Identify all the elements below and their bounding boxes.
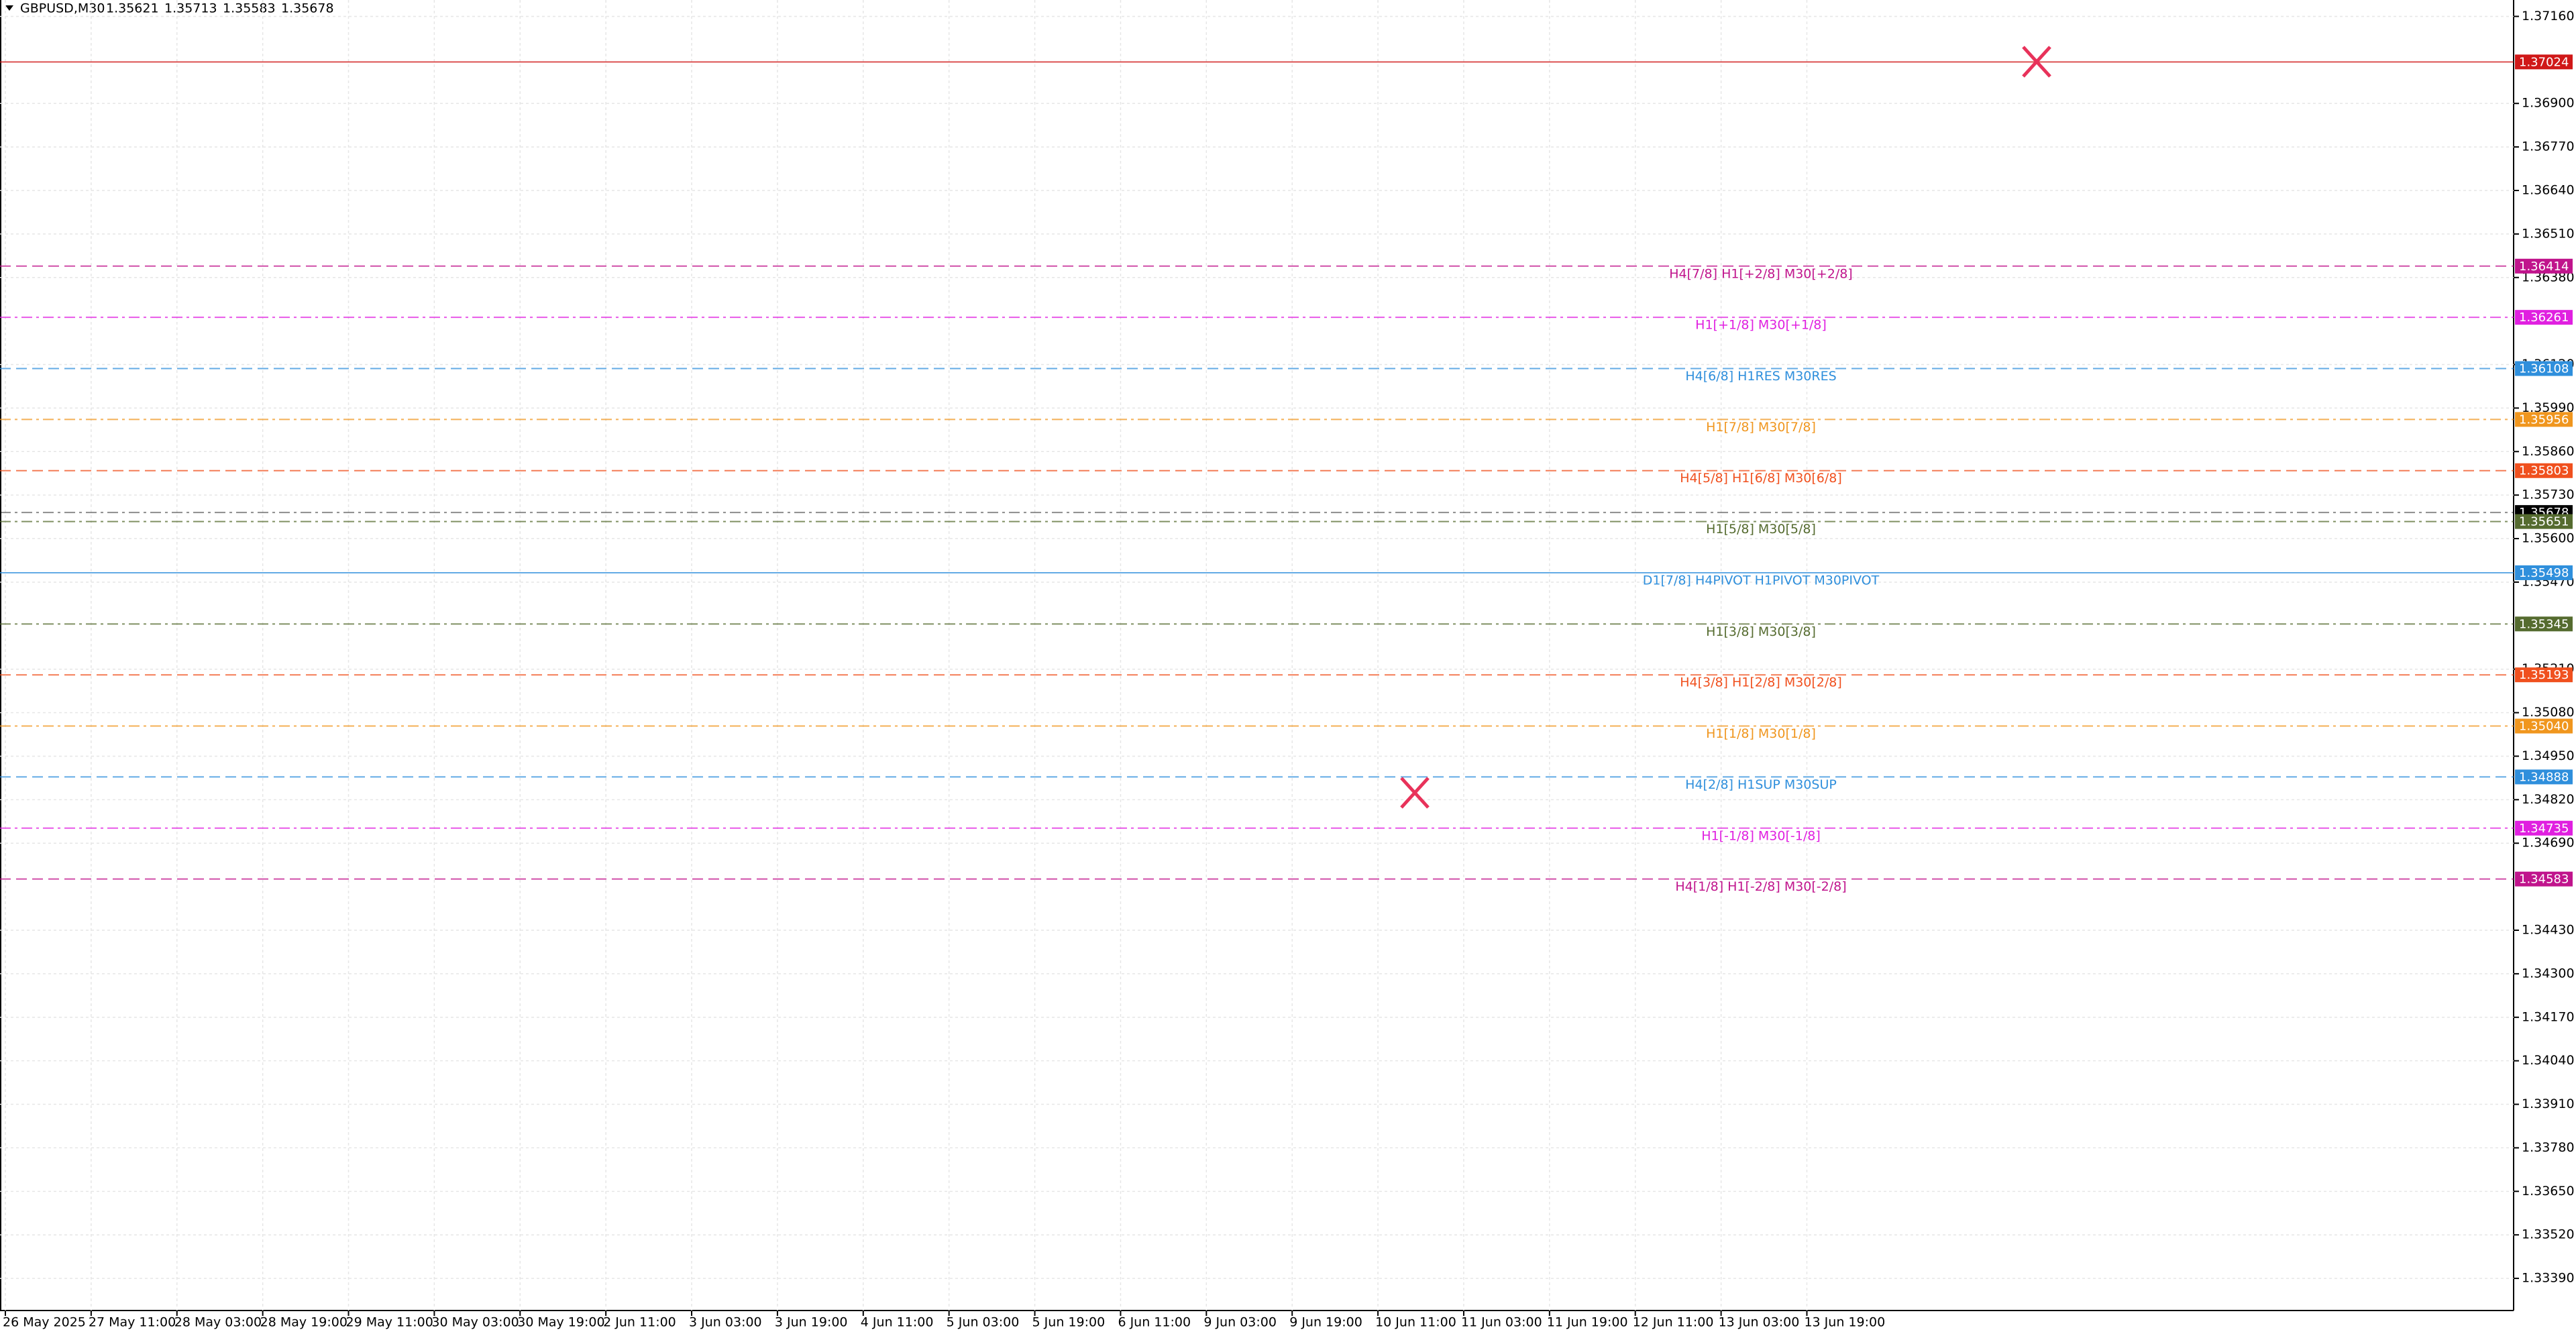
y-tick-label: 1.33650 [2522, 1184, 2575, 1199]
price-box-label: 1.35956 [2519, 412, 2569, 427]
x-tick-label: 12 Jun 11:00 [1633, 1315, 1714, 1330]
level-label: H4[1/8] H1[-2/8] M30[-2/8] [1675, 879, 1846, 894]
grid [0, 0, 2514, 1311]
x-tick-label: 26 May 2025 [3, 1315, 86, 1330]
x-tick-label: 9 Jun 03:00 [1203, 1315, 1277, 1330]
x-tick-label: 13 Jun 19:00 [1804, 1315, 1885, 1330]
price-box-label: 1.35498 [2519, 566, 2569, 580]
y-tick-label: 1.33910 [2522, 1097, 2575, 1111]
price-box [2515, 667, 2573, 683]
x-tick-label: 30 May 03:00 [431, 1315, 519, 1330]
y-tick-label: 1.35860 [2522, 444, 2575, 459]
x-tick-label: 4 Jun 11:00 [861, 1315, 934, 1330]
price-box [2515, 871, 2573, 887]
cross-marker [2022, 46, 2051, 78]
price-box [2515, 412, 2573, 427]
y-tick-label: 1.36640 [2522, 182, 2575, 197]
quote-value: 1.35621 [106, 1, 159, 16]
level-label: H4[7/8] H1[+2/8] M30[+2/8] [1669, 266, 1852, 281]
x-tick-label: 13 Jun 03:00 [1719, 1315, 1800, 1330]
x-tick-label: 3 Jun 19:00 [775, 1315, 848, 1330]
price-box [2515, 820, 2573, 836]
x-tick-label: 27 May 11:00 [89, 1315, 176, 1330]
level-label: H4[6/8] H1RES M30RES [1685, 369, 1836, 384]
quote-value: 1.35583 [223, 1, 276, 16]
price-box-label: 1.34888 [2519, 770, 2569, 784]
x-tick-label: 28 May 19:00 [260, 1315, 347, 1330]
y-tick-label: 1.36900 [2522, 96, 2575, 111]
y-tick-label: 1.33520 [2522, 1227, 2575, 1242]
level-label: H1[1/8] M30[1/8] [1706, 726, 1816, 741]
price-box [2515, 463, 2573, 478]
price-box-label: 1.36261 [2519, 311, 2569, 325]
x-tick-label: 2 Jun 11:00 [603, 1315, 676, 1330]
price-box-label: 1.37024 [2519, 55, 2569, 69]
quote-value: 1.35713 [164, 1, 217, 16]
level-label: H4[3/8] H1[2/8] M30[2/8] [1680, 675, 1842, 690]
x-tick-label: 9 Jun 19:00 [1289, 1315, 1362, 1330]
y-tick-label: 1.36510 [2522, 226, 2575, 241]
price-box-label: 1.35803 [2519, 464, 2569, 478]
y-tick-label: 1.35730 [2522, 488, 2575, 502]
levels: H4[7/8] H1[+2/8] M30[+2/8] H1[+1/8] M30[+… [0, 61, 2514, 894]
level-label: H1[+1/8] M30[+1/8] [1695, 318, 1827, 333]
y-tick-label: 1.34690 [2522, 836, 2575, 850]
y-tick-label: 1.37160 [2522, 9, 2575, 23]
level-label: H4[2/8] H1SUP M30SUP [1685, 777, 1837, 792]
level-label: D1[7/8] H4PIVOT H1PIVOT M30PIVOT [1643, 573, 1880, 588]
x-tick-label: 11 Jun 19:00 [1547, 1315, 1628, 1330]
level-label: H1[3/8] M30[3/8] [1706, 624, 1816, 639]
level-label: H1[5/8] M30[5/8] [1706, 522, 1816, 537]
y-tick-label: 1.34430 [2522, 923, 2575, 938]
y-tick-label: 1.35600 [2522, 531, 2575, 546]
x-tick-label: 29 May 11:00 [346, 1315, 433, 1330]
price-box-label: 1.36414 [2519, 260, 2569, 274]
x-tick-label: 5 Jun 03:00 [947, 1315, 1020, 1330]
price-box [2515, 54, 2573, 70]
price-box [2515, 565, 2573, 580]
x-tick-label: 5 Jun 19:00 [1032, 1315, 1106, 1330]
level-label: H4[5/8] H1[6/8] M30[6/8] [1680, 471, 1842, 486]
x-tick-label: 11 Jun 03:00 [1461, 1315, 1542, 1330]
price-box [2515, 310, 2573, 325]
price-box-label: 1.35193 [2519, 668, 2569, 682]
price-box-label: 1.35345 [2519, 617, 2569, 631]
y-tick-label: 1.34300 [2522, 966, 2575, 981]
y-tick-label: 1.35990 [2522, 400, 2575, 415]
quote-value: 1.35678 [281, 1, 334, 16]
price-box-label: 1.35040 [2519, 720, 2569, 734]
price-box-label: 1.34735 [2519, 822, 2569, 836]
axes: 1.33390 1.33520 1.33650 1.33780 1.33910 1.340… [3, 9, 2575, 1330]
level-label: H1[-1/8] M30[-1/8] [1701, 828, 1821, 843]
y-tick-label: 1.34040 [2522, 1053, 2575, 1068]
y-tick-label: 1.33780 [2522, 1140, 2575, 1155]
x-tick-label: 6 Jun 11:00 [1118, 1315, 1191, 1330]
price-box-label: 1.36108 [2519, 362, 2569, 376]
x-tick-label: 30 May 19:00 [517, 1315, 604, 1330]
y-tick-label: 1.34950 [2522, 748, 2575, 763]
price-box [2515, 514, 2573, 529]
price-box [2515, 616, 2573, 632]
menu-triangle[interactable] [5, 5, 13, 11]
x-tick-label: 3 Jun 03:00 [689, 1315, 762, 1330]
price-box [2515, 769, 2573, 785]
y-tick-label: 1.34170 [2522, 1009, 2575, 1024]
price-box-label: 1.35651 [2519, 515, 2569, 529]
level-label: H1[7/8] M30[7/8] [1706, 420, 1816, 435]
y-tick-label: 1.36770 [2522, 140, 2575, 154]
x-tick-label: 28 May 03:00 [174, 1315, 262, 1330]
y-tick-label: 1.34820 [2522, 792, 2575, 807]
x-tick-label: 10 Jun 11:00 [1375, 1315, 1456, 1330]
y-tick-label: 1.35080 [2522, 705, 2575, 720]
price-box [2515, 258, 2573, 274]
y-tick-label: 1.33390 [2522, 1271, 2575, 1286]
cross-marker [1400, 777, 1430, 809]
price-box [2515, 361, 2573, 376]
symbol-title: GBPUSD,M30 [20, 1, 105, 16]
price-box [2515, 718, 2573, 734]
price-box-label: 1.34583 [2519, 873, 2569, 887]
